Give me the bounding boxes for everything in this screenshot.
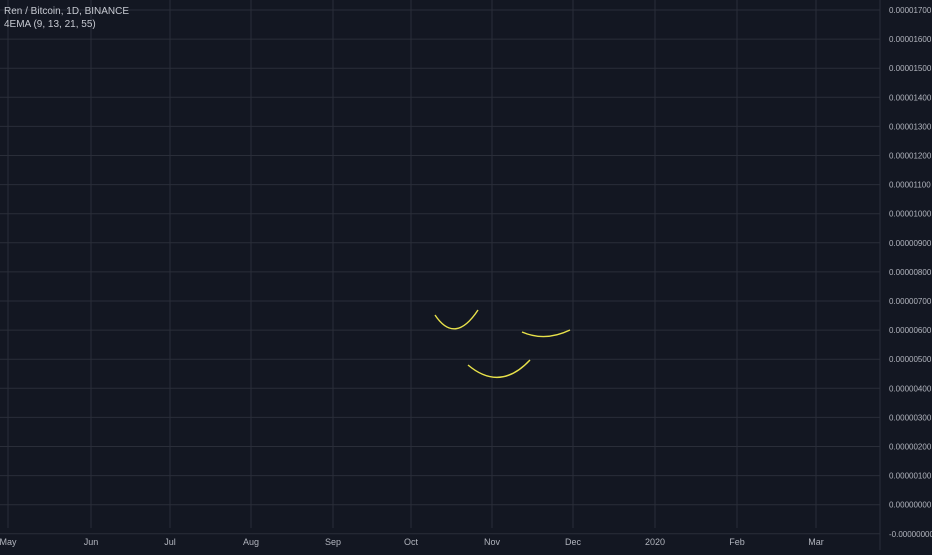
y-tick-label: 0.00001600 [889,35,932,44]
arc-annotation [467,359,531,379]
y-tick-label: 0.00001700 [889,6,932,15]
x-tick-label: Feb [729,537,745,547]
x-tick-label: Jun [84,537,99,547]
y-tick-label: 0.00000400 [889,384,932,393]
y-tick-label: 0.00000800 [889,268,932,277]
y-tick-label: 0.00000100 [889,472,932,481]
symbol-title[interactable]: Ren / Bitcoin, 1D, BINANCE [4,6,130,17]
y-tick-label: 0.00001400 [889,93,932,102]
y-tick-label: -0.00000000 [889,530,932,539]
x-tick-label: Oct [404,537,419,547]
y-tick-label: 0.00000700 [889,297,932,306]
y-tick-label: 0.00001300 [889,122,932,131]
y-tick-label: 0.00000200 [889,443,932,452]
y-tick-label: 0.00000000 [889,501,932,510]
y-tick-label: 0.00000300 [889,413,932,422]
arc-annotation [521,329,571,338]
x-tick-label: Dec [565,537,582,547]
y-tick-label: 0.00000900 [889,239,932,248]
x-tick-label: Sep [325,537,341,547]
x-tick-label: Jul [164,537,176,547]
x-tick-label: May [0,537,17,547]
x-tick-label: 2020 [645,537,665,547]
x-tick-label: Nov [484,537,501,547]
y-tick-label: 0.00001100 [889,181,931,190]
y-tick-label: 0.00001200 [889,152,932,161]
x-tick-label: Aug [243,537,259,547]
indicator-title[interactable]: 4EMA (9, 13, 21, 55) [4,19,96,30]
y-tick-label: 0.00000600 [889,326,932,335]
y-tick-label: 0.00001000 [889,210,932,219]
y-tick-label: 0.00001500 [889,64,932,73]
chart-legend: Ren / Bitcoin, 1D, BINANCE 4EMA (9, 13, … [4,5,129,31]
x-tick-label: Mar [808,537,824,547]
arc-annotation [434,309,479,330]
y-tick-label: 0.00000500 [889,355,932,364]
